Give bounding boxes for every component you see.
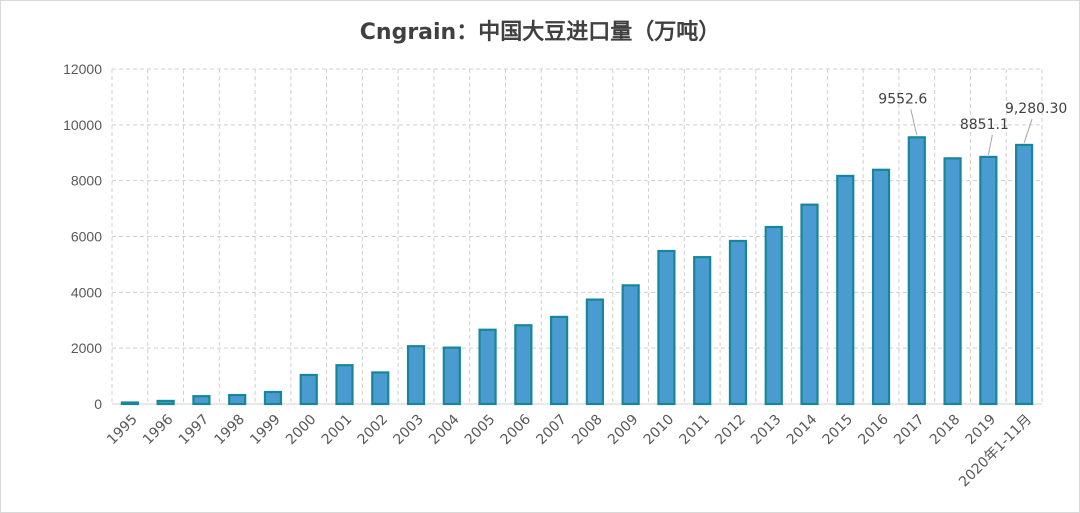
x-tick-label: 2005: [462, 412, 499, 449]
x-tick-label: 2006: [498, 411, 535, 448]
x-tick-label: 1996: [140, 411, 177, 448]
bar-2002: [371, 371, 390, 406]
x-tick-label: 2015: [820, 412, 857, 449]
x-tick-label: 1995: [104, 412, 141, 449]
bar-2013: [764, 225, 783, 406]
x-tick-label: 2010: [641, 412, 678, 449]
y-axis-ticks: 0 2000 4000 6000 8000 10000 12000: [63, 61, 102, 412]
x-tick-label: 1998: [212, 412, 249, 449]
x-tick-label: 2013: [748, 412, 785, 449]
bar-2016: [871, 168, 891, 406]
x-tick-label: 2002: [355, 412, 392, 449]
bar-1995: [120, 401, 139, 406]
y-tick-label: 12000: [63, 61, 102, 77]
bar-2012: [728, 239, 748, 406]
x-tick-label: 2008: [569, 412, 606, 449]
bar-2020年1-11月: [1015, 143, 1034, 406]
bar-2009: [621, 284, 640, 406]
y-tick-label: 6000: [71, 229, 102, 245]
data-label: 8851.1: [960, 117, 1009, 133]
x-tick-label: 2018: [927, 412, 964, 449]
data-label-leader: [910, 109, 918, 136]
x-tick-label: 2017: [891, 412, 928, 449]
x-tick-label: 2000: [283, 412, 320, 449]
x-tick-label: 2004: [426, 411, 463, 448]
y-tick-label: 10000: [63, 117, 102, 133]
data-label-leader: [987, 134, 993, 156]
bar-2004: [442, 346, 461, 406]
bar-2003: [406, 345, 426, 406]
bar-2005: [478, 328, 497, 406]
bar-2011: [693, 256, 712, 406]
data-label: 9,280.30: [1005, 101, 1067, 117]
x-tick-label: 2011: [677, 412, 714, 449]
bar-2014: [800, 203, 819, 406]
bar-2006: [514, 324, 533, 406]
x-axis-ticks: 1995 1996 1997 1998 1999 2000 2001 2002 2003 2004…: [104, 411, 1035, 490]
x-tick-label: 1997: [176, 412, 213, 449]
x-tick-label: 2012: [712, 412, 749, 449]
bar-2015: [836, 174, 855, 406]
bar-2007: [550, 315, 569, 406]
x-tick-label: 2001: [319, 412, 356, 449]
bar-2017: [907, 136, 926, 406]
y-tick-label: 0: [94, 396, 102, 412]
x-tick-label: 1999: [247, 412, 284, 449]
bar-2000: [299, 373, 318, 406]
data-labels: 9552.6 8851.19,280.30: [878, 91, 1067, 156]
data-label-leader: [1023, 118, 1033, 144]
chart-title: Cngrain：中国大豆进口量（万吨）: [359, 20, 721, 45]
x-tick-label: 2016: [855, 411, 892, 448]
y-tick-label: 2000: [71, 340, 102, 356]
bar-2001: [335, 364, 354, 406]
data-label: 9552.6: [878, 91, 927, 107]
bar-1996: [156, 399, 175, 406]
bar-1998: [228, 393, 247, 406]
bars: [120, 136, 1034, 406]
x-tick-label: 2003: [390, 412, 427, 449]
bar-1997: [192, 395, 211, 406]
bar-2008: [585, 298, 604, 406]
bar-2010: [657, 249, 676, 406]
bar-2019: [979, 155, 998, 406]
y-tick-label: 8000: [71, 173, 102, 189]
x-tick-label: 2009: [605, 412, 642, 449]
gridlines: [111, 68, 1043, 405]
y-tick-label: 4000: [71, 284, 102, 300]
bar-1999: [263, 390, 283, 406]
x-tick-label: 2014: [784, 411, 821, 448]
x-tick-label: 2007: [533, 412, 570, 449]
bar-2018: [943, 157, 962, 406]
